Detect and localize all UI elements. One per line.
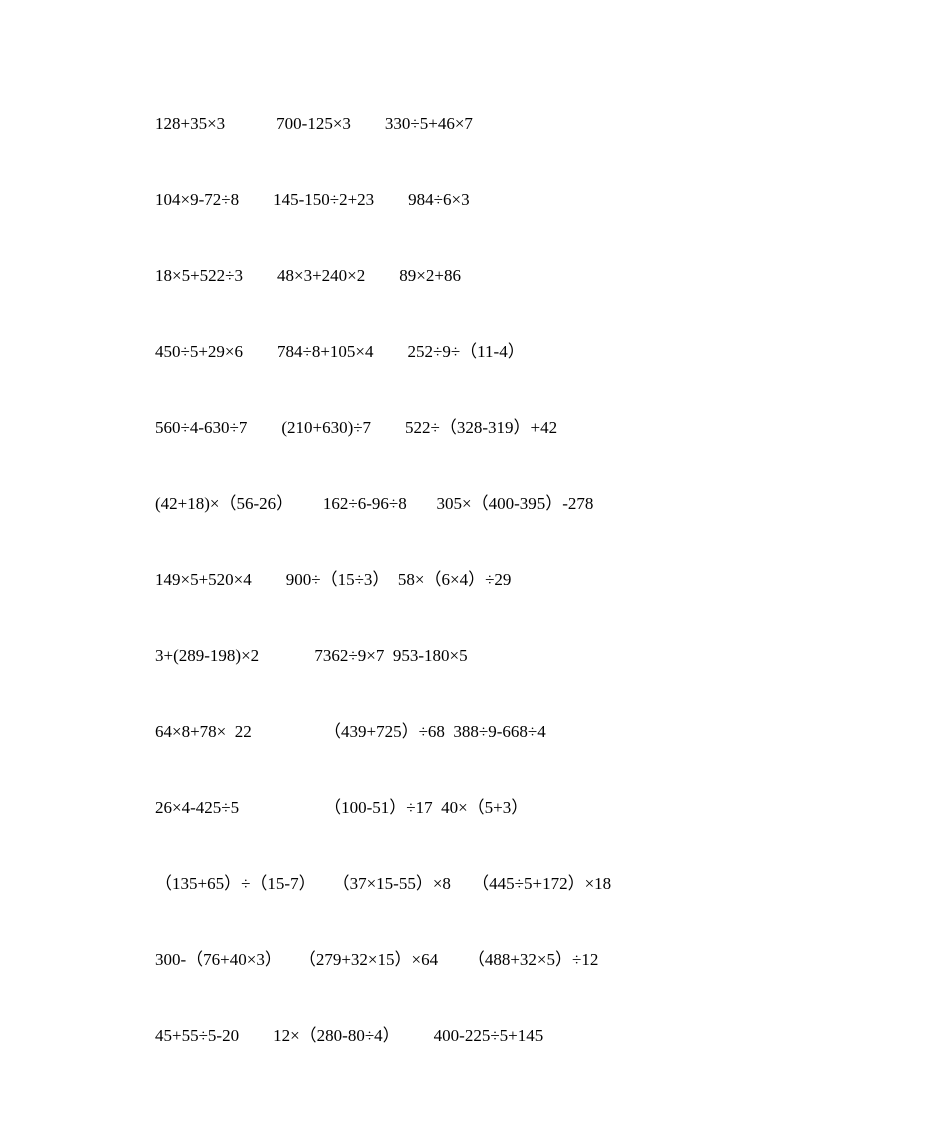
- problem-row: （135+65）÷（15-7） （37×15-55）×8 （445÷5+172）…: [155, 875, 945, 892]
- problem-row: 300-（76+40×3） （279+32×15）×64 （488+32×5）÷…: [155, 951, 945, 968]
- problem-row: 3+(289-198)×2 7362÷9×7 953-180×5: [155, 647, 945, 664]
- problem-row: 560÷4-630÷7 (210+630)÷7 522÷（328-319）+42: [155, 419, 945, 436]
- problem-row: 45+55÷5-20 12×（280-80÷4） 400-225÷5+145: [155, 1027, 945, 1044]
- problem-row: 18×5+522÷3 48×3+240×2 89×2+86: [155, 267, 945, 284]
- worksheet-container: 128+35×3 700-125×3 330÷5+46×7 104×9-72÷8…: [155, 115, 945, 1044]
- problem-row: 450÷5+29×6 784÷8+105×4 252÷9÷（11-4）: [155, 343, 945, 360]
- problem-row: 64×8+78× 22 （439+725）÷68 388÷9-668÷4: [155, 723, 945, 740]
- problem-row: 26×4-425÷5 （100-51）÷17 40×（5+3）: [155, 799, 945, 816]
- problem-row: (42+18)×（56-26） 162÷6-96÷8 305×（400-395）…: [155, 495, 945, 512]
- problem-row: 104×9-72÷8 145-150÷2+23 984÷6×3: [155, 191, 945, 208]
- problem-row: 149×5+520×4 900÷（15÷3） 58×（6×4）÷29: [155, 571, 945, 588]
- problem-row: 128+35×3 700-125×3 330÷5+46×7: [155, 115, 945, 132]
